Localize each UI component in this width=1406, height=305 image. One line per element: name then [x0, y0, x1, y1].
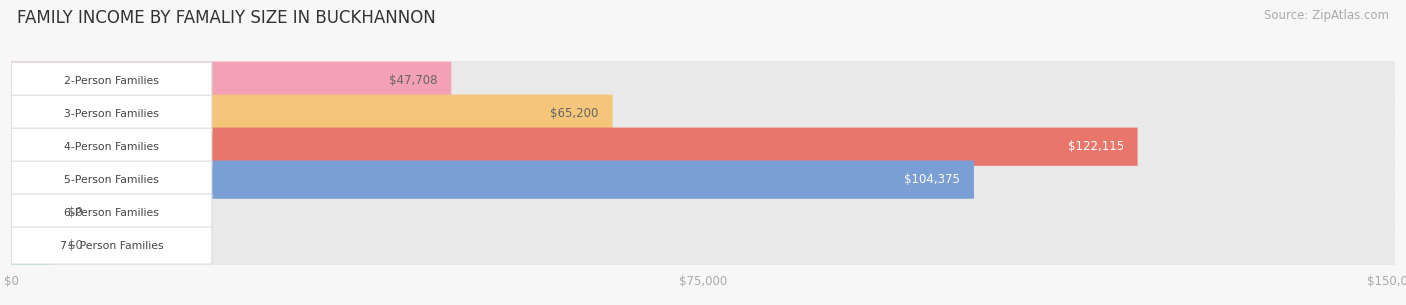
Text: $122,115: $122,115: [1067, 140, 1123, 153]
Text: 6-Person Families: 6-Person Families: [65, 208, 159, 217]
FancyBboxPatch shape: [11, 161, 212, 198]
Text: $0: $0: [69, 239, 83, 252]
FancyBboxPatch shape: [11, 194, 212, 231]
FancyBboxPatch shape: [11, 160, 974, 199]
FancyBboxPatch shape: [11, 128, 212, 165]
FancyBboxPatch shape: [11, 62, 212, 99]
Text: FAMILY INCOME BY FAMALIY SIZE IN BUCKHANNON: FAMILY INCOME BY FAMALIY SIZE IN BUCKHAN…: [17, 9, 436, 27]
FancyBboxPatch shape: [11, 62, 451, 100]
FancyBboxPatch shape: [11, 189, 1395, 236]
Text: 3-Person Families: 3-Person Families: [65, 109, 159, 119]
FancyBboxPatch shape: [11, 127, 1137, 166]
FancyBboxPatch shape: [11, 95, 212, 132]
Text: $65,200: $65,200: [550, 107, 599, 120]
Text: Source: ZipAtlas.com: Source: ZipAtlas.com: [1264, 9, 1389, 22]
Text: $47,708: $47,708: [389, 74, 437, 87]
FancyBboxPatch shape: [11, 57, 1395, 105]
Text: $104,375: $104,375: [904, 173, 960, 186]
FancyBboxPatch shape: [11, 222, 1395, 269]
Text: $0: $0: [69, 206, 83, 219]
FancyBboxPatch shape: [11, 193, 51, 232]
Text: 5-Person Families: 5-Person Families: [65, 175, 159, 185]
FancyBboxPatch shape: [11, 123, 1395, 170]
Text: 7+ Person Families: 7+ Person Families: [59, 241, 163, 251]
FancyBboxPatch shape: [11, 156, 1395, 203]
FancyBboxPatch shape: [11, 90, 1395, 138]
Text: 2-Person Families: 2-Person Families: [65, 76, 159, 86]
FancyBboxPatch shape: [11, 226, 51, 265]
FancyBboxPatch shape: [11, 227, 212, 264]
FancyBboxPatch shape: [11, 95, 613, 133]
Text: 4-Person Families: 4-Person Families: [65, 142, 159, 152]
